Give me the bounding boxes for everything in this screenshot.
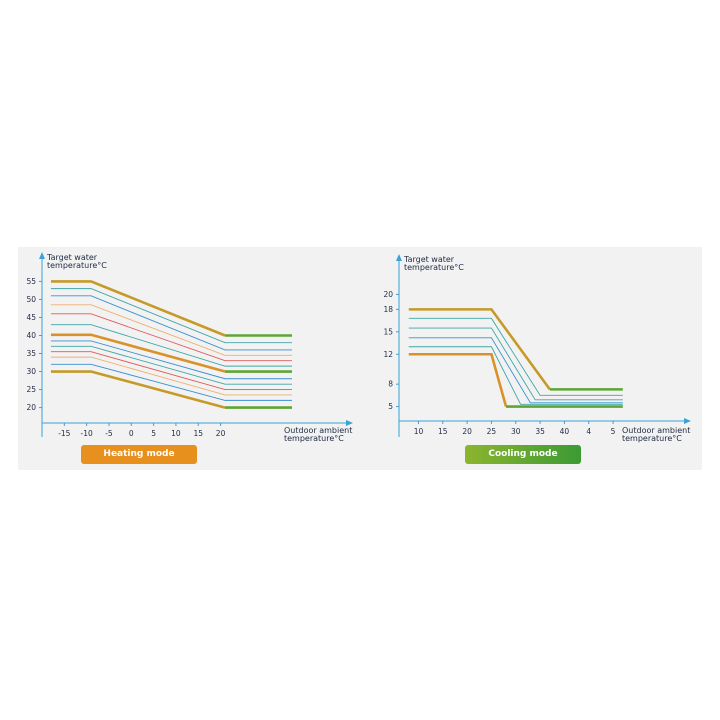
heating-chart: Target water temperature°C Outdoor ambie… xyxy=(26,252,355,443)
h-y-tick-label: 40 xyxy=(26,331,36,340)
h-thin-series-4 xyxy=(50,313,292,362)
heating-x-axis-label: Outdoor ambient temperature°C xyxy=(284,426,355,443)
c-thick-series-0 xyxy=(408,308,551,391)
h-y-tick-label: 30 xyxy=(26,367,36,376)
chart-panel: Target water temperature°C Outdoor ambie… xyxy=(18,247,702,470)
h-x-tick-label: 5 xyxy=(151,429,156,438)
c-thick-series-5 xyxy=(408,352,508,407)
c-y-tick-label: 15 xyxy=(383,327,393,336)
c-y-tick-label: 8 xyxy=(388,380,393,389)
c-thin-series-1 xyxy=(408,317,623,396)
heating-y-axis-label: Target water temperature°C xyxy=(46,253,107,270)
h-thin-series-5 xyxy=(50,324,292,367)
cooling-y-axis-label: Target water temperature°C xyxy=(403,255,464,272)
h-thin-series-7 xyxy=(50,340,292,380)
cooling-chart: Target water temperature°C Outdoor ambie… xyxy=(383,254,693,443)
h-thin-series-3 xyxy=(50,304,292,356)
c-x-tick-label: 40 xyxy=(560,427,570,436)
h-x-tick-label: 15 xyxy=(193,429,203,438)
h-thin-series-11 xyxy=(50,363,292,401)
h-x-tick-label: -15 xyxy=(58,429,70,438)
h-thin-series-10 xyxy=(50,356,292,396)
c-x-tick-label: 25 xyxy=(487,427,497,436)
h-thick-series-6 xyxy=(50,333,226,373)
c-thin-series-2 xyxy=(408,327,623,401)
h-thin-series-9 xyxy=(50,351,292,391)
c-x-tick-label: 20 xyxy=(462,427,472,436)
c-x-tick-label: 10 xyxy=(414,427,424,436)
cooling-x-axis-label: Outdoor ambient temperature°C xyxy=(622,426,693,443)
h-x-tick-label: -10 xyxy=(81,429,93,438)
c-thin-series-3 xyxy=(408,337,623,404)
h-thin-series-2 xyxy=(50,295,292,351)
heating-x-arrow xyxy=(346,420,353,426)
cooling-x-arrow xyxy=(684,418,691,424)
c-x-tick-label: 35 xyxy=(535,427,545,436)
h-thin-series-8 xyxy=(50,345,292,385)
h-thick-series-0 xyxy=(50,280,226,337)
h-y-tick-label: 55 xyxy=(26,277,36,286)
cooling-mode-badge: Cooling mode xyxy=(465,445,581,464)
c-x-tick-label: 4 xyxy=(586,427,591,436)
h-y-tick-label: 35 xyxy=(26,349,36,358)
c-x-tick-label: 5 xyxy=(611,427,616,436)
h-y-tick-label: 50 xyxy=(26,295,36,304)
heating-y-arrow xyxy=(39,252,45,259)
h-y-tick-label: 25 xyxy=(26,385,36,394)
c-x-tick-label: 30 xyxy=(511,427,521,436)
c-x-tick-label: 15 xyxy=(438,427,448,436)
cooling-y-arrow xyxy=(396,254,402,261)
h-x-tick-label: 10 xyxy=(171,429,181,438)
c-y-tick-label: 18 xyxy=(383,305,393,314)
h-y-tick-label: 45 xyxy=(26,313,36,322)
heating-mode-badge: Heating mode xyxy=(81,445,197,464)
h-y-tick-label: 20 xyxy=(26,403,36,412)
h-x-tick-label: 20 xyxy=(216,429,226,438)
h-x-tick-label: 0 xyxy=(129,429,134,438)
c-y-tick-label: 20 xyxy=(383,290,393,299)
h-thin-series-1 xyxy=(50,288,292,344)
c-y-tick-label: 5 xyxy=(388,402,393,411)
h-thick-series-12 xyxy=(50,370,226,409)
c-y-tick-label: 12 xyxy=(383,350,393,359)
h-x-tick-label: -5 xyxy=(105,429,113,438)
c-thin-series-4 xyxy=(408,346,623,405)
